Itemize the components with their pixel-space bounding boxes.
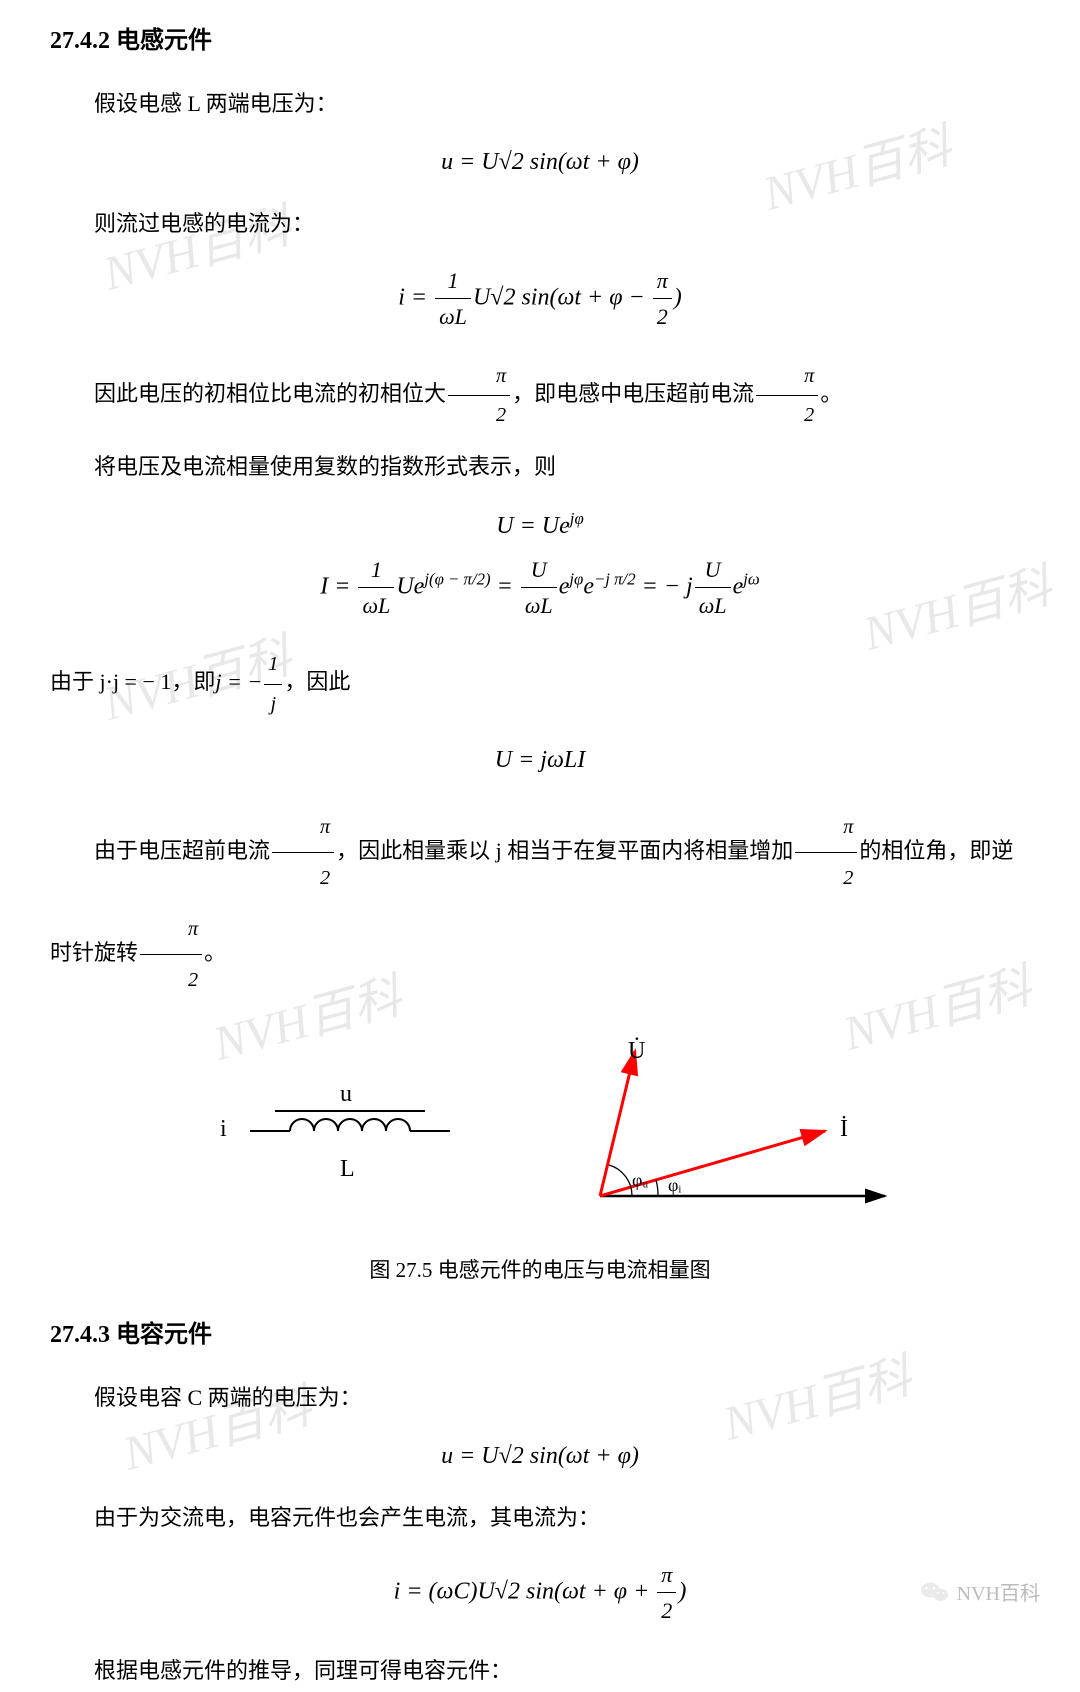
paragraph: 则流过电感的电流为：: [50, 203, 1030, 245]
phasor-diagram-svg: U̇ İ φᵤ φᵢ: [540, 1036, 900, 1236]
text: 由于 j·j = − 1，即: [50, 669, 215, 694]
eq-text: ): [674, 284, 682, 310]
label-I-phasor: İ: [840, 1116, 848, 1142]
section-heading-inductor: 27.4.2 电感元件: [50, 20, 1030, 55]
denominator: 2: [448, 396, 510, 434]
superscript: jφ: [569, 569, 583, 588]
numerator: U: [695, 552, 731, 588]
arc-phi-i: [656, 1180, 658, 1196]
denominator: 2: [140, 955, 202, 1006]
label-i: i: [220, 1116, 227, 1142]
text: j = −: [215, 669, 262, 694]
eq-text: U = Ue: [496, 513, 570, 539]
vector-U: [600, 1051, 635, 1196]
paragraph: 由于 j·j = − 1，即j = −1j，因此: [50, 645, 1030, 723]
denominator: ωL: [358, 588, 394, 623]
eq-text: i = (ωC)U√2 sin(ωt + φ +: [394, 1578, 656, 1604]
denominator: 2: [756, 396, 818, 434]
numerator: 1: [435, 263, 471, 299]
denominator: 2: [795, 853, 857, 904]
superscript: −j π/2: [594, 569, 636, 588]
text: ，因此相量乘以 j 相当于在复平面内将相量增加: [336, 838, 793, 863]
label-phi-i: φᵢ: [668, 1175, 681, 1195]
denominator: 2: [272, 853, 334, 904]
numerator: 1: [358, 552, 394, 588]
superscript: jφ: [570, 509, 584, 528]
fraction: 1ωL: [358, 552, 394, 624]
label-L: L: [340, 1156, 355, 1182]
numerator: π: [756, 357, 818, 396]
equation-current-cap: i = (ωC)U√2 sin(ωt + φ + π2): [50, 1557, 1030, 1629]
eq-text: ): [678, 1578, 686, 1604]
eq-text: e: [733, 573, 744, 599]
paragraph: 假设电容 C 两端的电压为：: [50, 1377, 1030, 1419]
fraction: UωL: [521, 552, 557, 624]
fraction: π2: [795, 802, 857, 904]
eq-text: e: [583, 573, 594, 599]
fraction: π2: [653, 263, 672, 335]
equation-voltage: u = U√2 sin(ωt + φ): [50, 143, 1030, 181]
paragraph: 将电压及电流相量使用复数的指数形式表示，则: [50, 446, 1030, 488]
inductor-symbol-svg: i u L: [180, 1056, 460, 1216]
paragraph: 假设电感 L 两端电压为：: [50, 83, 1030, 125]
label-U-phasor: U̇: [628, 1037, 645, 1064]
denominator: ωL: [695, 588, 731, 623]
paragraph: 由于为交流电，电容元件也会产生电流，其电流为：: [50, 1497, 1030, 1539]
figure-row: i u L U̇ İ φᵤ φᵢ: [50, 1036, 1030, 1236]
numerator: π: [657, 1557, 676, 1593]
text: ，即电感中电压超前电流: [512, 381, 754, 406]
eq-text: I =: [320, 573, 356, 599]
paragraph: 因此电压的初相位比电流的初相位大π2，即电感中电压超前电流π2。: [50, 357, 1030, 435]
equation-current: i = 1ωLU√2 sin(ωt + φ − π2): [50, 263, 1030, 335]
numerator: π: [795, 802, 857, 854]
eq-text: =: [491, 573, 519, 599]
eq-text: = − j: [636, 573, 693, 599]
numerator: 1: [264, 645, 282, 684]
equation-result: U = jωLI: [50, 741, 1030, 779]
denominator: 2: [657, 1593, 676, 1628]
fraction: π2: [272, 802, 334, 904]
eq-text: i =: [398, 284, 433, 310]
inductor-coil: [290, 1119, 410, 1131]
equation-phasor-I: I = 1ωLUej(φ − π/2) = UωLejφe−j π/2 = − …: [50, 552, 1030, 624]
text: 由于电压超前电流: [94, 838, 270, 863]
fraction: π2: [657, 1557, 676, 1629]
fraction: π2: [756, 357, 818, 435]
equation-voltage-cap: u = U√2 sin(ωt + φ): [50, 1437, 1030, 1475]
paragraph: 根据电感元件的推导，同理可得电容元件：: [50, 1650, 1030, 1692]
eq-text: e: [559, 573, 570, 599]
fraction: 1j: [264, 645, 282, 723]
eq-text: U√2 sin(ωt + φ −: [473, 284, 651, 310]
label-u: u: [340, 1081, 352, 1107]
text: ，因此: [284, 669, 350, 694]
eq-text: Ue: [396, 573, 424, 599]
text: 。: [204, 940, 226, 965]
numerator: π: [140, 904, 202, 956]
label-phi-u: φᵤ: [632, 1170, 648, 1190]
section-heading-capacitor: 27.4.3 电容元件: [50, 1314, 1030, 1349]
eq-text: u = U√2 sin(ωt + φ): [441, 149, 639, 175]
superscript: jω: [743, 569, 760, 588]
fraction: UωL: [695, 552, 731, 624]
fraction: 1ωL: [435, 263, 471, 335]
superscript: j(φ − π/2): [424, 569, 490, 588]
denominator: ωL: [435, 299, 471, 334]
paragraph: 由于电压超前电流π2，因此相量乘以 j 相当于在复平面内将相量增加π2的相位角，…: [50, 802, 1030, 1006]
numerator: π: [653, 263, 672, 299]
equation-phasor-U: U = Uejφ: [50, 506, 1030, 545]
fraction: π2: [140, 904, 202, 1006]
numerator: π: [448, 357, 510, 396]
denominator: j: [264, 685, 282, 723]
numerator: U: [521, 552, 557, 588]
denominator: 2: [653, 299, 672, 334]
fraction: π2: [448, 357, 510, 435]
denominator: ωL: [521, 588, 557, 623]
text: 。: [820, 381, 842, 406]
text: 因此电压的初相位比电流的初相位大: [94, 381, 446, 406]
figure-caption: 图 27.5 电感元件的电压与电流相量图: [50, 1254, 1030, 1284]
numerator: π: [272, 802, 334, 854]
